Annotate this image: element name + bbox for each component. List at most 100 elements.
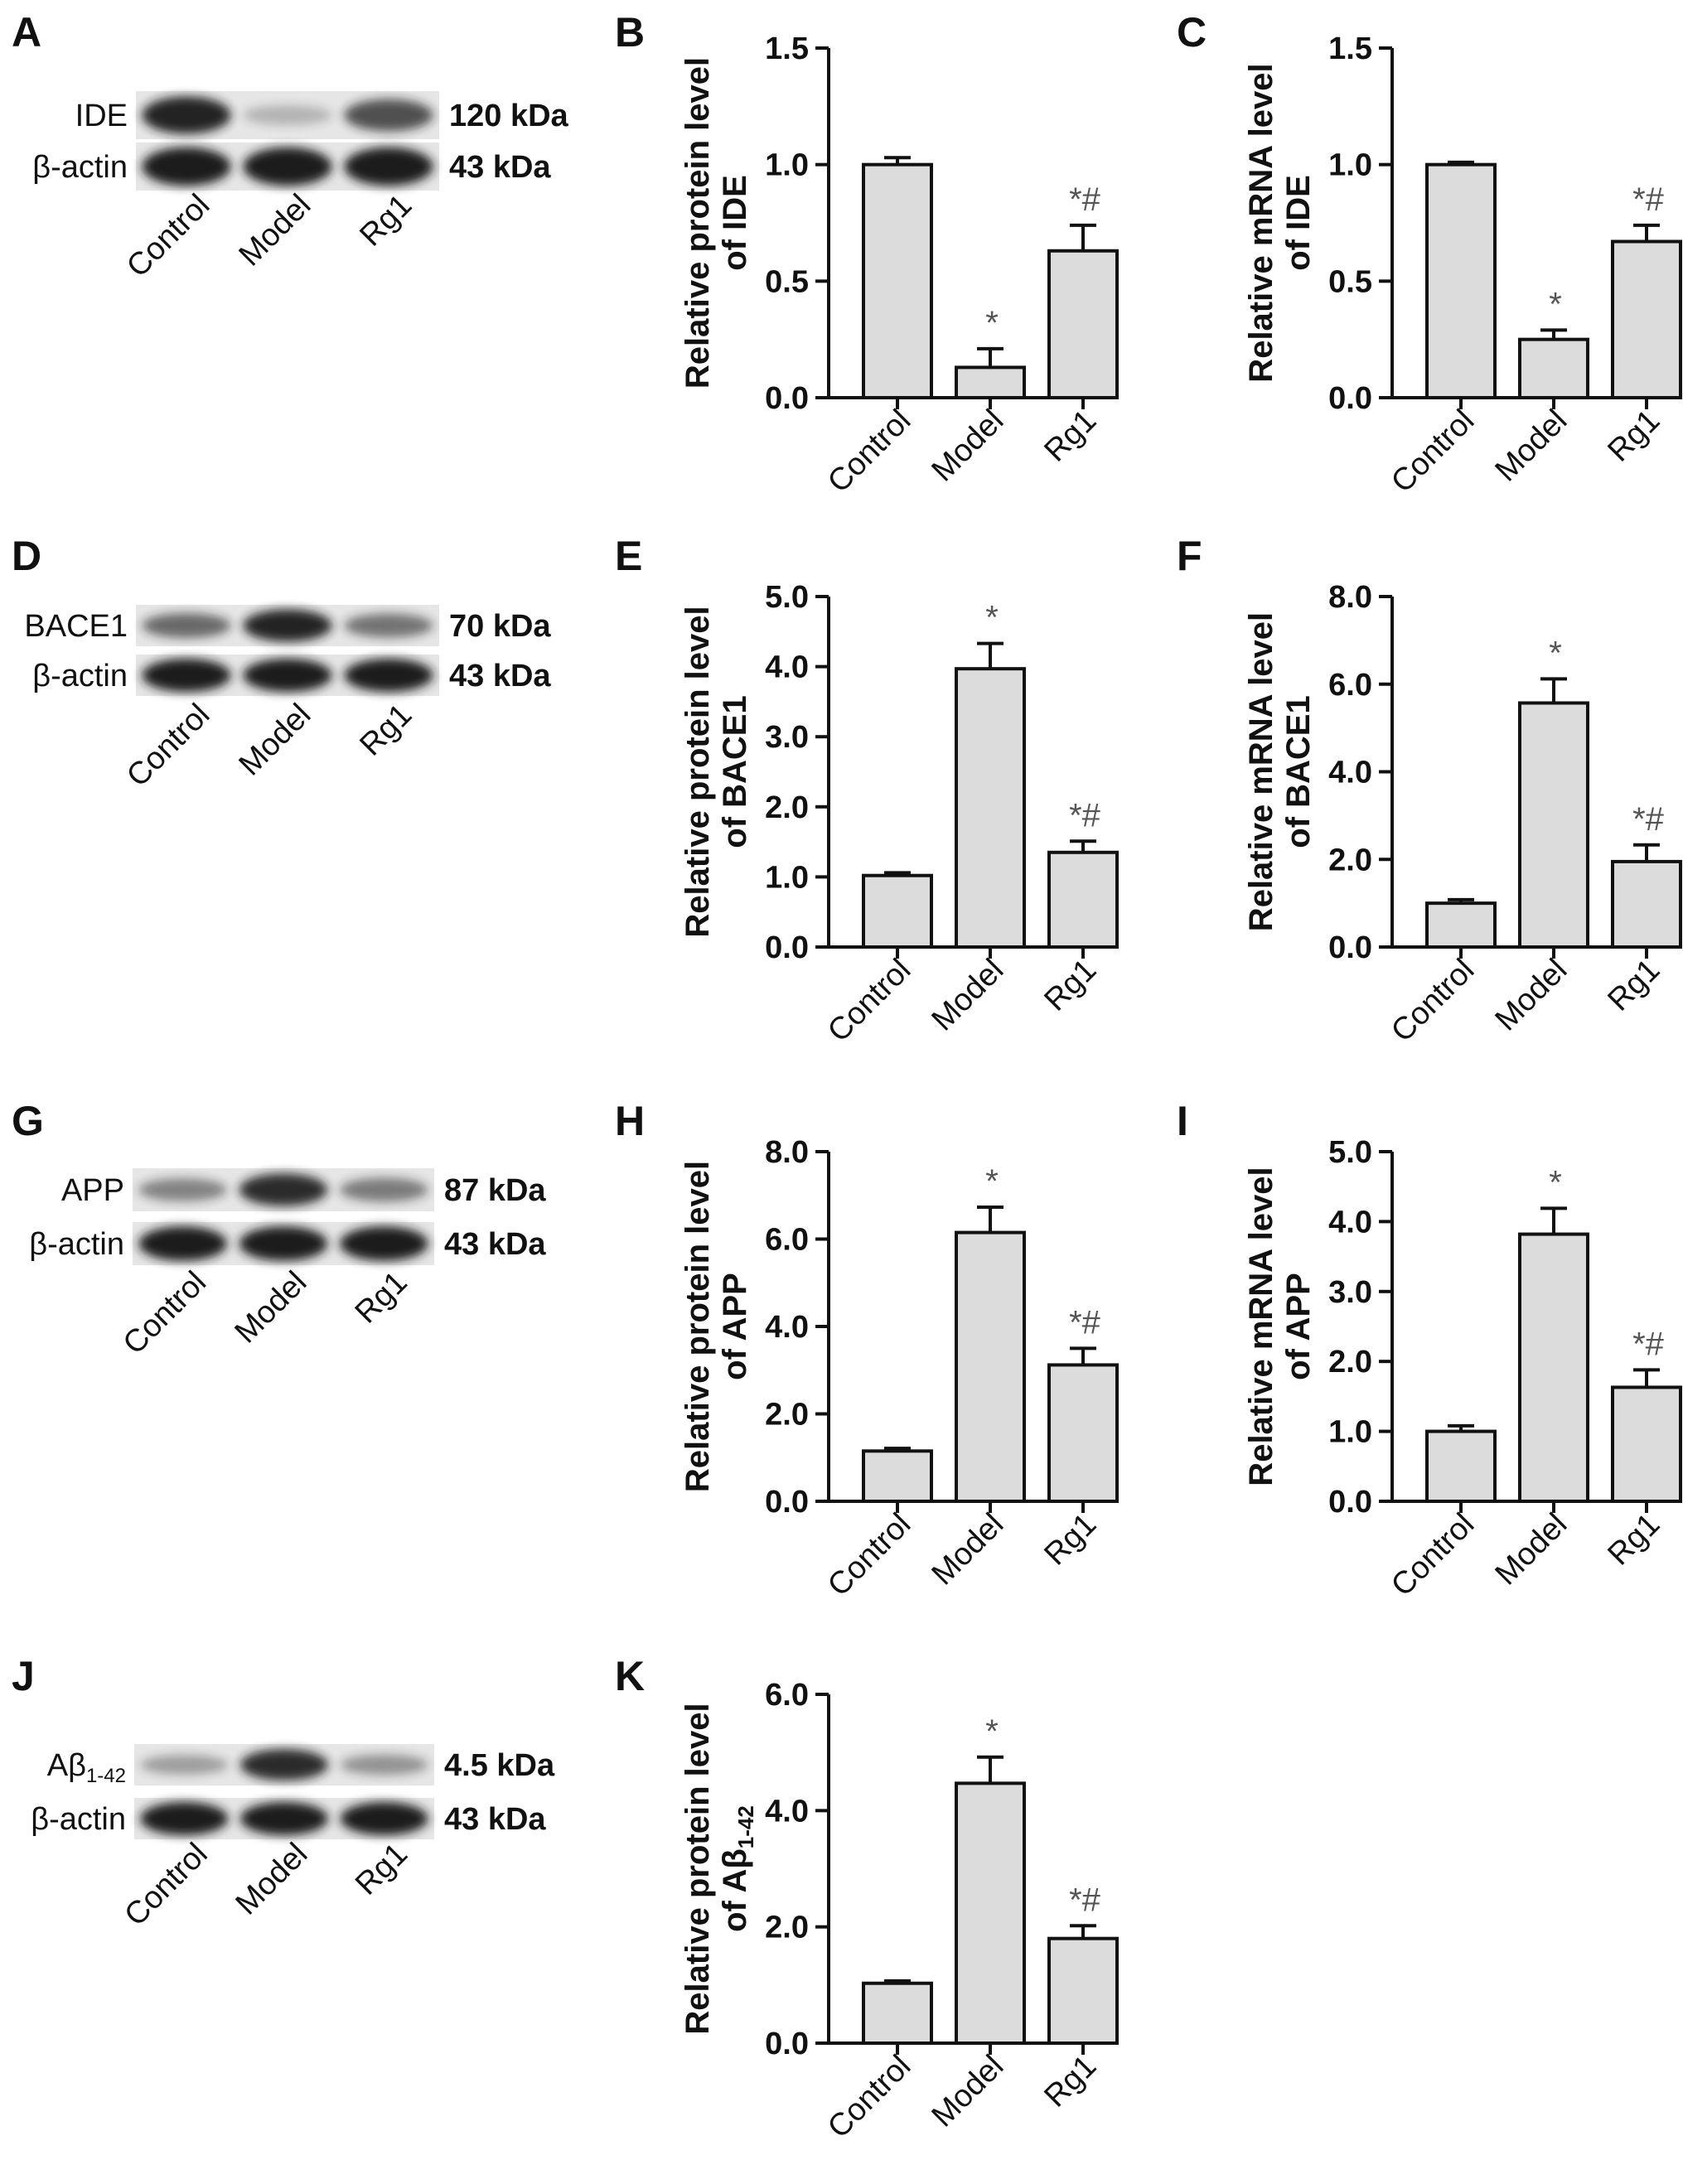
y-tick-label: 1.0: [1328, 148, 1372, 183]
y-tick-label: 2.0: [1328, 843, 1372, 877]
y-axis-label: Relative protein level: [679, 606, 716, 937]
significance-Rg1: *#: [1632, 801, 1665, 838]
y-axis-label-line2: of APP: [717, 1273, 753, 1380]
y-tick-label: 0.5: [765, 264, 809, 299]
bar-Control: [862, 1981, 933, 2045]
bar-Model: [1518, 1232, 1589, 1504]
y-tick-label: 0.0: [765, 2027, 809, 2061]
band-Control: [142, 612, 231, 639]
x-tick-label-Rg1: Rg1: [1037, 1507, 1103, 1573]
significance-Model: *: [1549, 1164, 1562, 1201]
band-Rg1: [339, 1226, 428, 1261]
bar-Model: [1518, 701, 1589, 949]
y-tick-label: 0.0: [1328, 381, 1372, 416]
x-tick-label-Model: Model: [925, 1507, 1010, 1592]
y-tick-label: 5.0: [765, 580, 809, 615]
y-tick-label: 2.0: [765, 1911, 809, 1945]
significance-Rg1: *#: [1069, 181, 1101, 218]
chart-E: 0.0 1.0 2.0 3.0 4.0 5.0 Relative protein level…: [679, 580, 1119, 1049]
band-Rg1: [340, 1754, 428, 1776]
y-tick-label: 6.0: [1328, 668, 1372, 703]
y-axis-label-line2: of BACE1: [717, 695, 753, 848]
y-axis-label-line2: of APP: [1280, 1273, 1317, 1380]
significance-Model: *: [1549, 635, 1562, 671]
significance-Rg1: *#: [1069, 1304, 1101, 1341]
panel-letter-A: A: [12, 9, 41, 56]
y-tick-label: 2.0: [765, 790, 809, 825]
band-size: 43 kDa: [449, 150, 551, 185]
x-tick-label-Model: Model: [925, 2049, 1010, 2134]
bar-Rg1: [1611, 859, 1682, 949]
lane-label-Rg1: Rg1: [349, 1265, 414, 1331]
y-tick-label: 4.0: [765, 650, 809, 685]
x-tick-label-Rg1: Rg1: [1601, 953, 1666, 1018]
x-tick-label-Control: Control: [821, 953, 917, 1049]
y-tick-label: 0.0: [1328, 1485, 1372, 1520]
y-axis-label-line2: of IDE: [717, 175, 753, 271]
lane-label-Control: Control: [117, 1265, 213, 1361]
band-label: IDE: [75, 99, 128, 133]
lane-label-Model: Model: [232, 698, 317, 783]
panel-letter-E: E: [615, 533, 642, 579]
y-tick-label: 8.0: [1328, 580, 1372, 615]
band-Model: [239, 1802, 329, 1835]
chart-C: 0.0 0.5 1.0 1.5 Relative mRNA level of IDE Con…: [1243, 31, 1682, 500]
chart-H: 0.0 2.0 4.0 6.0 8.0 Relative protein level of …: [679, 1135, 1119, 1603]
bar-Control: [1425, 162, 1497, 400]
y-tick-label: 4.0: [765, 1794, 809, 1829]
y-tick-label: 3.0: [765, 720, 809, 755]
band-Control: [138, 1178, 228, 1201]
y-axis-label-line2: of IDE: [1280, 175, 1317, 271]
x-tick-label-Rg1: Rg1: [1601, 403, 1666, 469]
y-tick-label: 4.0: [765, 1310, 809, 1345]
x-tick-label-Rg1: Rg1: [1037, 2049, 1103, 2114]
y-axis-label: Relative protein level: [679, 1703, 716, 2034]
y-tick-label: 5.0: [1328, 1135, 1372, 1170]
band-size: 43 kDa: [444, 1227, 546, 1262]
y-tick-label: 6.0: [765, 1223, 809, 1258]
chart-K: 0.0 2.0 4.0 6.0 Relative protein level of Aβ1…: [679, 1678, 1119, 2145]
bar-Model: [955, 365, 1026, 399]
chart-I: 0.0 1.0 2.0 3.0 4.0 5.0 Relative mRNA level of …: [1243, 1135, 1682, 1603]
y-tick-label: 8.0: [765, 1135, 809, 1170]
x-tick-label-Control: Control: [1385, 953, 1481, 1049]
x-tick-label-Control: Control: [1385, 1507, 1481, 1603]
y-tick-label: 2.0: [1328, 1345, 1372, 1379]
panel-letter-K: K: [615, 1653, 645, 1699]
chart-F: 0.0 2.0 4.0 6.0 8.0 Relative mRNA level of BAC…: [1243, 580, 1682, 1049]
band-label: BACE1: [24, 609, 128, 644]
y-tick-label: 6.0: [765, 1678, 809, 1713]
x-tick-label-Control: Control: [821, 2049, 917, 2145]
lane-label-Rg1: Rg1: [353, 698, 418, 763]
significance-Model: *: [985, 305, 999, 341]
band-Control: [138, 1226, 228, 1261]
band-label: β-actin: [31, 1802, 126, 1837]
x-tick-label-Rg1: Rg1: [1037, 403, 1103, 469]
band-Rg1: [339, 1177, 428, 1202]
band-Control: [142, 96, 231, 134]
y-tick-label: 1.0: [765, 860, 809, 895]
chart-B: 0.0 0.5 1.0 1.5 Relative protein level of IDE…: [679, 31, 1119, 500]
band-Rg1: [340, 1802, 428, 1835]
band-label: β-actin: [29, 1227, 124, 1262]
significance-Model: *: [985, 1163, 999, 1200]
significance-Rg1: *#: [1069, 797, 1101, 833]
y-tick-label: 1.0: [765, 148, 809, 183]
bar-Rg1: [1611, 1385, 1682, 1503]
x-tick-label-Rg1: Rg1: [1037, 953, 1103, 1018]
x-tick-label-Model: Model: [1488, 403, 1574, 489]
lane-label-Control: Control: [120, 188, 216, 284]
band-Rg1: [344, 147, 433, 186]
blot-A: IDE 120 kDa β-actin 43 kDa Control Model Rg1: [32, 91, 569, 284]
bar-Control: [862, 1449, 933, 1504]
x-tick-label-Model: Model: [925, 953, 1010, 1038]
x-tick-label-Control: Control: [1385, 403, 1481, 500]
band-label: β-actin: [32, 659, 128, 693]
x-tick-label-Rg1: Rg1: [1601, 1507, 1666, 1573]
x-tick-label-Control: Control: [821, 403, 917, 500]
panel-labels: A B C D E F G H I J K: [12, 9, 1207, 1699]
band-size: 43 kDa: [444, 1802, 546, 1837]
y-tick-label: 4.0: [1328, 1205, 1372, 1239]
